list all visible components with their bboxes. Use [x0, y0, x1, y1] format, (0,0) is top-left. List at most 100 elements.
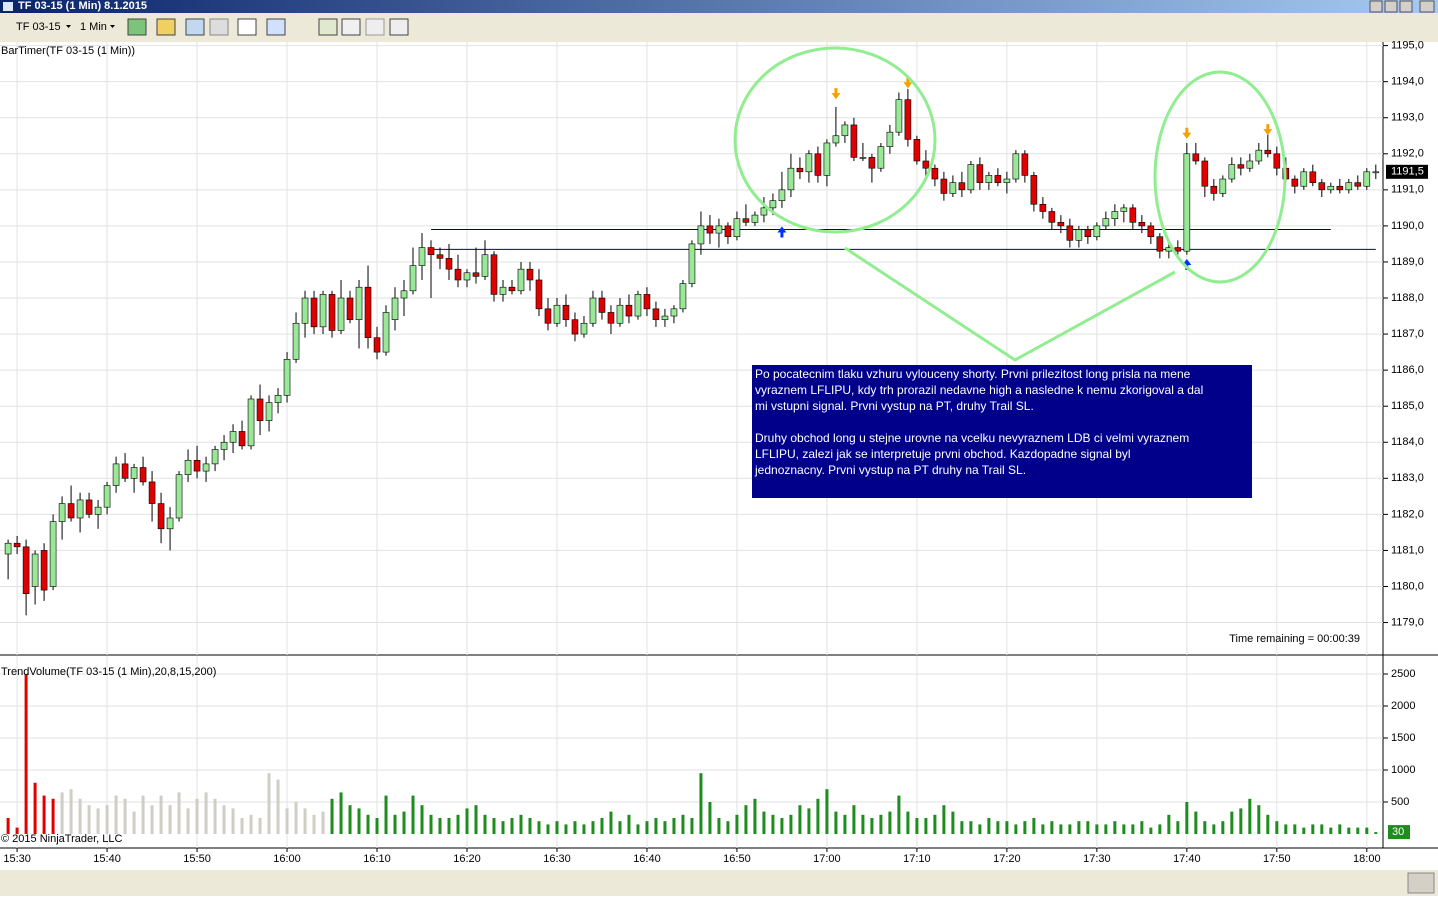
volume-bar [1050, 821, 1054, 834]
volume-bar [609, 811, 613, 834]
x-tick-label: 17:30 [1083, 853, 1111, 865]
candle-body [346, 297, 354, 320]
candle-body [1354, 182, 1362, 187]
restore-button[interactable] [1384, 0, 1398, 13]
volume-bar [1374, 832, 1378, 834]
tools2-icon[interactable] [209, 18, 229, 36]
volume-bar [24, 674, 28, 834]
interval-selector[interactable]: 1 Min [80, 21, 107, 33]
candle-body [364, 286, 372, 338]
volume-bar [960, 821, 964, 834]
x-tick-label: 16:50 [723, 853, 751, 865]
y-tick-label: 1189,0 [1391, 256, 1424, 268]
candle-body [112, 463, 120, 486]
volume-bar [1140, 821, 1144, 834]
volume-bar [1203, 821, 1207, 834]
x-tick-label: 15:40 [93, 853, 121, 865]
signal-arrow [777, 226, 787, 238]
volume-bar [1059, 824, 1063, 834]
volume-bar [447, 818, 451, 834]
volume-bar [528, 818, 532, 834]
candle-body [301, 297, 309, 324]
instrument-selector[interactable]: TF 03-15 [16, 21, 61, 33]
draw-icon[interactable] [156, 18, 176, 36]
candle-body [706, 225, 714, 234]
volume-bar [267, 773, 271, 834]
y-tick-label: 1182,0 [1391, 508, 1424, 520]
candle-body [481, 254, 489, 277]
order-icon[interactable] [365, 18, 385, 36]
volume-bar [132, 811, 136, 834]
strategy-icon[interactable] [318, 18, 338, 36]
x-tick-label: 15:50 [183, 853, 211, 865]
scrollbar[interactable] [0, 870, 1438, 896]
candle-body [526, 268, 534, 281]
annotation-line: Po pocatecnim tlaku vzhuru vylouceny sho… [755, 367, 1191, 381]
volume-bar [1365, 827, 1369, 834]
y-tick-label: 500 [1391, 796, 1409, 808]
candle-body [985, 175, 993, 183]
candle-body [679, 283, 687, 310]
indicator-icon[interactable] [341, 18, 361, 36]
candle-body [274, 395, 282, 403]
y-tick-label: 1190,0 [1391, 220, 1424, 232]
y-tick-label: 1194,0 [1391, 76, 1424, 88]
candle-body [1012, 153, 1020, 180]
y-tick-label: 1195,0 [1391, 40, 1424, 52]
crosshair-icon[interactable] [237, 18, 257, 36]
volume-bar [924, 818, 928, 834]
volume-bar [1338, 824, 1342, 834]
volume-bar [231, 808, 235, 834]
volume-bar [852, 805, 856, 834]
candle-body [166, 517, 174, 530]
maximize-button[interactable] [1399, 0, 1413, 13]
minimize-button[interactable] [1369, 0, 1383, 13]
candle-body [1372, 171, 1380, 174]
volume-bar [465, 808, 469, 834]
candle-body [805, 153, 813, 173]
candle-body [229, 431, 237, 443]
bar-type-icon[interactable] [127, 18, 147, 36]
volume-bar [762, 811, 766, 834]
candle-body [823, 142, 831, 176]
volume-bar [177, 792, 181, 834]
candle-body [256, 398, 264, 421]
volume-bar [564, 824, 568, 834]
y-tick-label: 1193,0 [1391, 112, 1424, 124]
candle-body [1084, 229, 1092, 238]
candle-body [319, 294, 327, 328]
volume-bar [1311, 824, 1315, 834]
volume-bar [222, 805, 226, 834]
x-tick-label: 16:10 [363, 853, 391, 865]
volume-bar [1167, 814, 1171, 834]
volume-bar [159, 795, 163, 834]
candle-body [913, 139, 921, 162]
candle-body [265, 402, 273, 421]
volume-bar [996, 821, 1000, 834]
candle-body [949, 182, 957, 194]
candle-body [508, 286, 516, 292]
volume-bar [627, 814, 631, 834]
properties-icon[interactable] [389, 18, 409, 36]
current-price-label: 1191,5 [1391, 166, 1424, 178]
candle-body [1219, 178, 1227, 194]
zoom-icon[interactable] [266, 18, 286, 36]
volume-bar [618, 821, 622, 834]
toolbar-icons[interactable] [127, 18, 409, 36]
candle-body [1228, 164, 1236, 180]
volume-bar [510, 818, 514, 834]
tools-icon[interactable] [185, 18, 205, 36]
candle-body [175, 474, 183, 519]
volume-bar [150, 805, 154, 834]
volume-bar [1005, 821, 1009, 834]
candle-body [571, 319, 579, 335]
close-button[interactable] [1419, 0, 1435, 13]
volume-bar [681, 814, 685, 834]
candle-body [1183, 153, 1191, 252]
scroll-right[interactable] [1407, 872, 1435, 894]
signal-arrow [1182, 258, 1192, 270]
volume-bar [330, 798, 334, 834]
x-tick-label: 16:40 [633, 853, 661, 865]
candle-body [409, 265, 417, 292]
candle-body [904, 99, 912, 140]
